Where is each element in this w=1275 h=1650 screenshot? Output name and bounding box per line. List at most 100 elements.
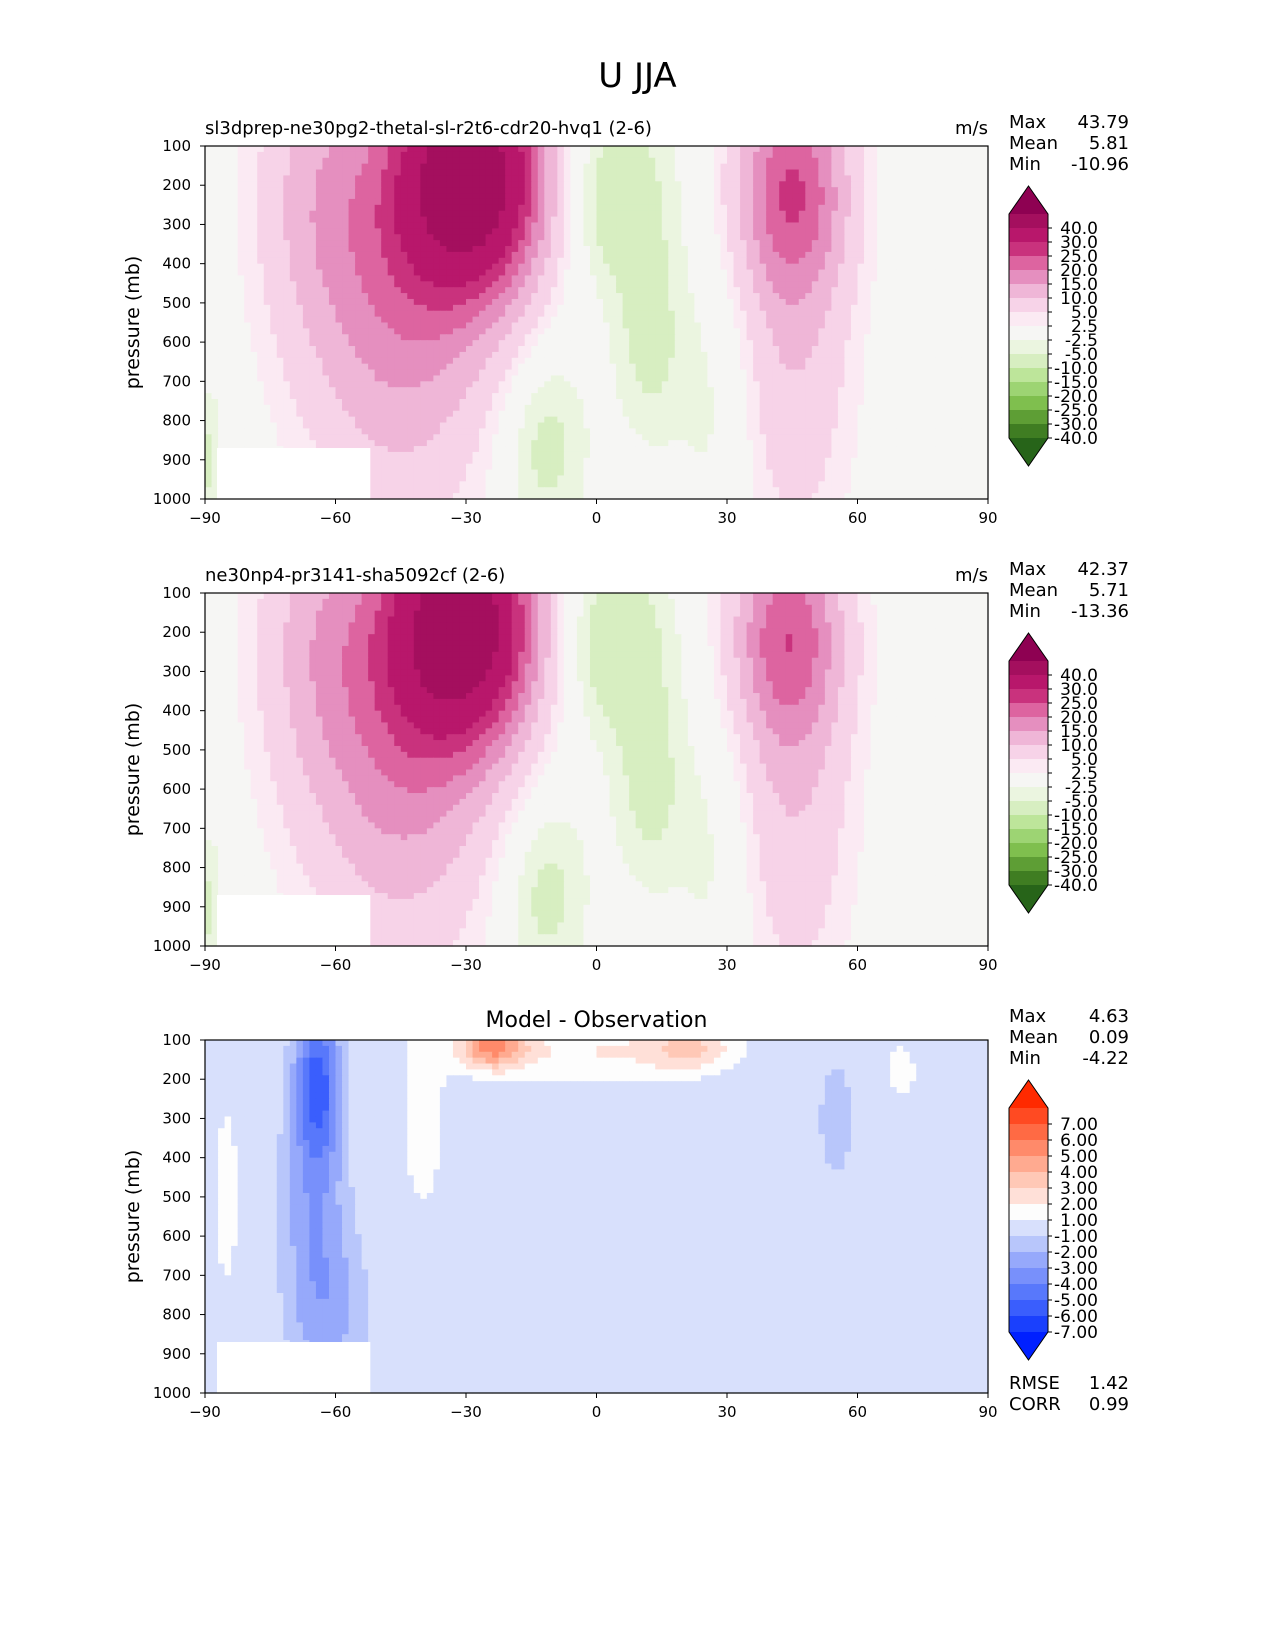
contour-cell (381, 246, 388, 252)
contour-cell (727, 170, 734, 176)
contour-cell (283, 164, 290, 170)
contour-cell (903, 275, 910, 281)
contour-cell (831, 275, 838, 281)
contour-cell (903, 358, 910, 364)
contour-cell (740, 181, 747, 187)
contour-cell (701, 158, 708, 164)
contour-cell (414, 305, 421, 311)
contour-cell (766, 264, 773, 270)
contour-cell (238, 193, 245, 199)
contour-cell (871, 270, 878, 276)
contour-cell (538, 381, 545, 387)
contour-cell (499, 181, 506, 187)
contour-cell (897, 217, 904, 223)
contour-cell (871, 346, 878, 352)
contour-cell (355, 187, 362, 193)
contour-cell (394, 352, 401, 358)
contour-cell (453, 252, 460, 258)
contour-cell (884, 187, 891, 193)
contour-cell (649, 270, 656, 276)
contour-cell (929, 281, 936, 287)
contour-cell (786, 158, 793, 164)
contour-cell (283, 264, 290, 270)
contour-cell (760, 246, 767, 252)
contour-cell (342, 193, 349, 199)
contour-cell (244, 193, 251, 199)
contour-cell (388, 222, 395, 228)
contour-cell (773, 370, 780, 376)
contour-cell (225, 222, 232, 228)
contour-cell (349, 187, 356, 193)
contour-cell (884, 175, 891, 181)
contour-cell (401, 252, 408, 258)
contour-cell (531, 240, 538, 246)
contour-cell (812, 275, 819, 281)
contour-cell (544, 146, 551, 152)
contour-cell (453, 234, 460, 240)
contour-cell (668, 381, 675, 387)
contour-cell (538, 323, 545, 329)
contour-cell (662, 170, 669, 176)
contour-cell (636, 317, 643, 323)
contour-cell (734, 275, 741, 281)
contour-cell (701, 287, 708, 293)
contour-cell (212, 299, 219, 305)
contour-cell (655, 275, 662, 281)
contour-cell (923, 281, 930, 287)
contour-cell (459, 152, 466, 158)
contour-cell (414, 217, 421, 223)
contour-cell (466, 340, 473, 346)
contour-cell (251, 352, 258, 358)
contour-cell (277, 299, 284, 305)
contour-cell (720, 281, 727, 287)
contour-cell (401, 323, 408, 329)
contour-cell (283, 328, 290, 334)
contour-cell (675, 358, 682, 364)
contour-cell (916, 199, 923, 205)
contour-cell (414, 152, 421, 158)
contour-cell (916, 187, 923, 193)
contour-cell (629, 222, 636, 228)
contour-cell (577, 264, 584, 270)
contour-cell (479, 199, 486, 205)
contour-cell (479, 228, 486, 234)
contour-cell (649, 193, 656, 199)
contour-cell (642, 293, 649, 299)
contour-cell (871, 328, 878, 334)
contour-cell (681, 228, 688, 234)
contour-cell (303, 346, 310, 352)
contour-cell (936, 311, 943, 317)
contour-cell (897, 258, 904, 264)
contour-cell (316, 170, 323, 176)
contour-cell (518, 387, 525, 393)
contour-cell (844, 228, 851, 234)
contour-cell (551, 240, 558, 246)
contour-cell (668, 164, 675, 170)
contour-cell (701, 170, 708, 176)
contour-cell (336, 205, 343, 211)
contour-cell (968, 375, 975, 381)
contour-cell (407, 211, 414, 217)
contour-cell (929, 234, 936, 240)
contour-cell (427, 375, 434, 381)
contour-cell (420, 181, 427, 187)
contour-cell (433, 270, 440, 276)
contour-cell (283, 358, 290, 364)
contour-cell (388, 264, 395, 270)
contour-cell (890, 375, 897, 381)
contour-cell (420, 334, 427, 340)
contour-cell (753, 234, 760, 240)
contour-cell (270, 234, 277, 240)
contour-cell (336, 170, 343, 176)
contour-cell (610, 146, 617, 152)
contour-cell (825, 211, 832, 217)
contour-cell (551, 152, 558, 158)
contour-cell (786, 370, 793, 376)
contour-cell (479, 222, 486, 228)
contour-cell (336, 281, 343, 287)
contour-cell (238, 205, 245, 211)
contour-cell (649, 217, 656, 223)
contour-cell (283, 346, 290, 352)
contour-cell (734, 211, 741, 217)
contour-cell (675, 240, 682, 246)
